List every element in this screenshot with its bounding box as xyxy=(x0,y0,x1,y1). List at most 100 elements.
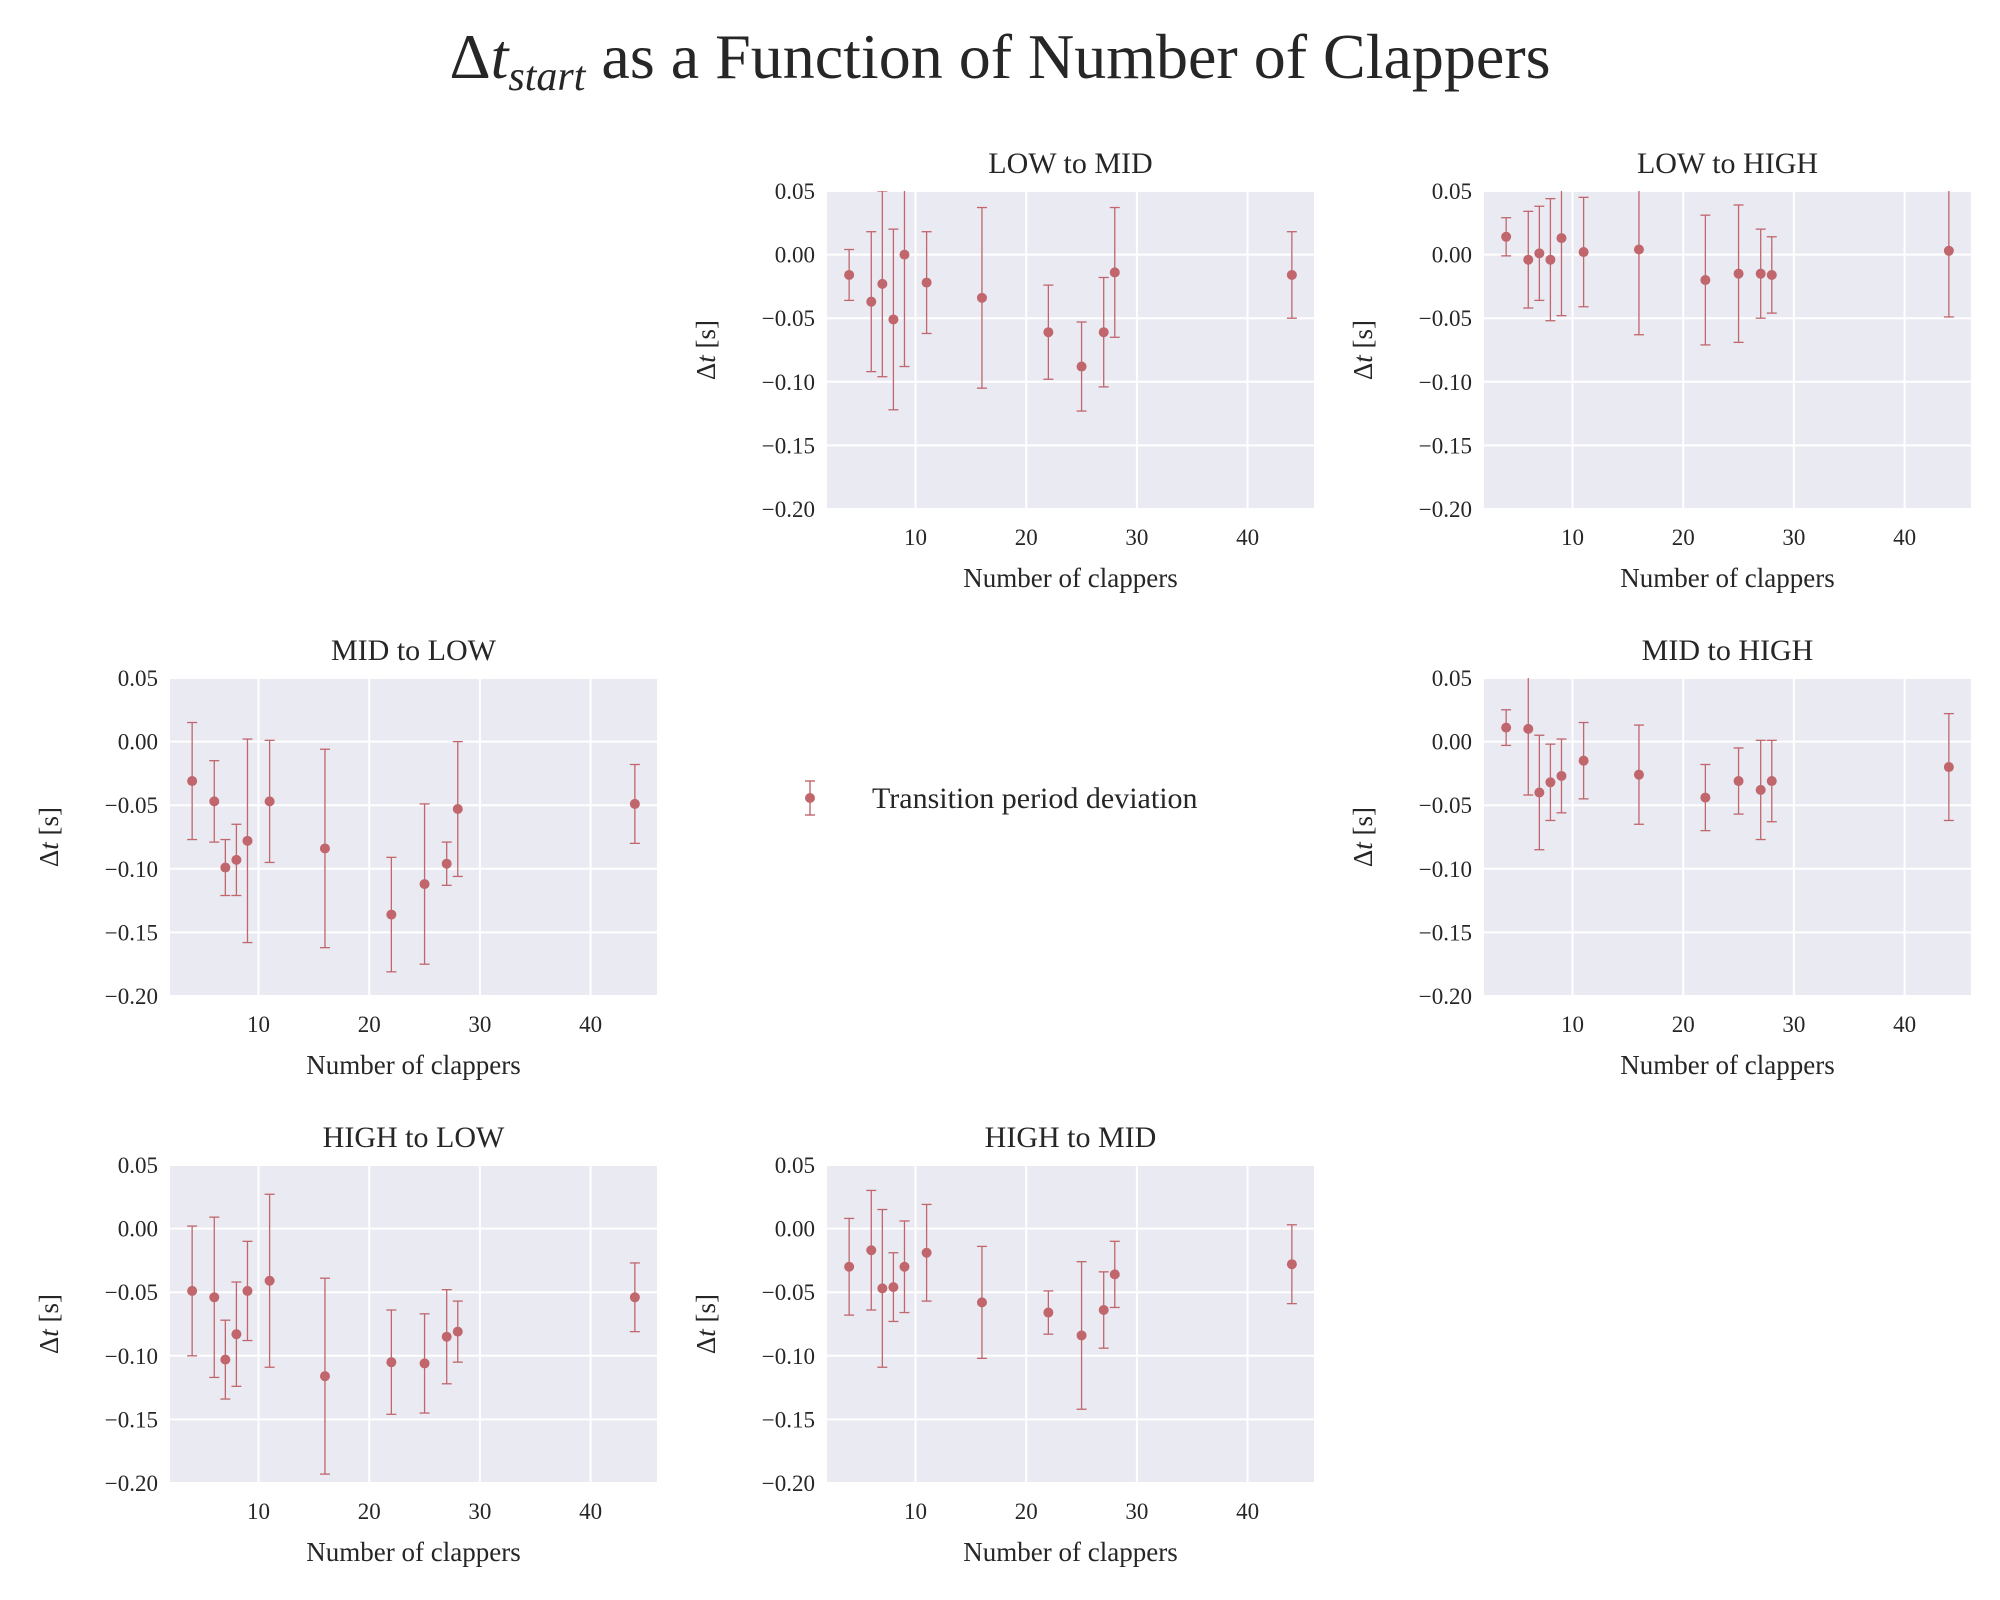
data-point xyxy=(452,1326,463,1337)
y-axis-label-var: t xyxy=(1348,841,1378,850)
data-point xyxy=(1733,776,1744,787)
data-point xyxy=(220,862,231,873)
y-axis-label: Δt [s] xyxy=(691,1294,721,1354)
y-tick-label: 0.05 xyxy=(1432,666,1472,691)
y-axis-label-unit: [s] xyxy=(691,320,721,355)
data-point xyxy=(1755,784,1766,795)
x-tick-label: 20 xyxy=(358,1499,381,1524)
y-tick-label: 0.05 xyxy=(118,666,158,691)
y-tick-label: −0.15 xyxy=(105,1407,158,1432)
data-point xyxy=(888,1282,899,1293)
y-axis-label-delta: Δ xyxy=(1348,363,1378,380)
x-axis-label: Number of clappers xyxy=(963,563,1177,593)
y-axis-label: Δt [s] xyxy=(34,807,64,867)
y-axis-label-var: t xyxy=(34,1328,64,1337)
y-tick-label: −0.20 xyxy=(105,1471,158,1496)
figure-title-var: t xyxy=(491,21,511,92)
subplot-mid-to-low: 10 20 30 40 0.05 0.00 −0.05 −0.10 −0.15 −0.20 MID … xyxy=(34,634,657,1080)
x-tick-label: 10 xyxy=(247,1012,270,1037)
legend-marker xyxy=(805,793,815,803)
x-tick-label: 10 xyxy=(1561,1012,1584,1037)
y-axis-label: Δt [s] xyxy=(691,320,721,380)
y-axis-label-unit: [s] xyxy=(34,1294,64,1329)
x-tick-label: 30 xyxy=(1782,1012,1805,1037)
y-axis-label: Δt [s] xyxy=(1348,320,1378,380)
x-tick-label: 20 xyxy=(1672,1012,1695,1037)
data-point xyxy=(1523,723,1534,734)
x-tick-label: 30 xyxy=(468,1499,491,1524)
data-layer xyxy=(1501,191,1954,346)
x-tick-label: 30 xyxy=(468,1012,491,1037)
data-layer xyxy=(844,1189,1297,1410)
y-axis-label-var: t xyxy=(34,841,64,850)
data-point xyxy=(452,804,463,815)
data-point xyxy=(1545,777,1556,788)
data-point xyxy=(386,1357,397,1368)
data-point xyxy=(1501,722,1512,733)
data-point xyxy=(1556,233,1567,244)
data-point xyxy=(1700,792,1711,803)
y-tick-label: −0.15 xyxy=(1419,920,1472,945)
y-tick-label: 0.00 xyxy=(118,1217,158,1242)
axes-background xyxy=(827,1165,1314,1483)
y-tick-label: −0.20 xyxy=(762,497,815,522)
data-point xyxy=(1043,327,1054,338)
data-point xyxy=(921,1247,932,1258)
y-tick-label: −0.05 xyxy=(1419,306,1472,331)
y-tick-label: −0.05 xyxy=(1419,793,1472,818)
data-point xyxy=(877,1283,888,1294)
subplot-title: LOW to MID xyxy=(988,147,1152,180)
y-tick-label: −0.20 xyxy=(1419,984,1472,1009)
data-point xyxy=(1109,267,1120,278)
y-axis-label-delta: Δ xyxy=(34,850,64,867)
x-tick-label: 40 xyxy=(579,1012,602,1037)
y-tick-label: −0.10 xyxy=(762,1344,815,1369)
data-point xyxy=(1098,327,1109,338)
subplot-low-to-mid: 10 20 30 40 0.05 0.00 −0.05 −0.10 −0.15 −0.20 LOW … xyxy=(691,147,1314,593)
subplot-low-to-high: 10 20 30 40 0.05 0.00 −0.05 −0.10 −0.15 −0.20 LOW … xyxy=(1348,147,1971,593)
data-point xyxy=(386,909,397,920)
data-point xyxy=(231,854,242,865)
subplot-high-to-low: 10 20 30 40 0.05 0.00 −0.05 −0.10 −0.15 −0.20 HIGH… xyxy=(34,1121,657,1567)
x-tick-label: 30 xyxy=(1782,525,1805,550)
x-tick-label: 10 xyxy=(247,1499,270,1524)
y-axis-label-var: t xyxy=(691,354,721,363)
data-point xyxy=(1755,268,1766,279)
y-axis-label-delta: Δ xyxy=(691,363,721,380)
x-axis-label: Number of clappers xyxy=(306,1537,520,1567)
x-tick-label: 30 xyxy=(1125,525,1148,550)
x-tick-label: 20 xyxy=(358,1012,381,1037)
data-point xyxy=(220,1354,231,1365)
legend-label: Transition period deviation xyxy=(872,782,1198,815)
x-tick-label: 40 xyxy=(1893,1012,1916,1037)
subplots: 10 20 30 40 0.05 0.00 −0.05 −0.10 −0.15 −0.20 LOW … xyxy=(34,147,1971,1567)
subplot-title: MID to LOW xyxy=(331,634,497,667)
figure-title: Δtstart as a Function of Number of Clapp… xyxy=(449,21,1550,100)
data-point xyxy=(844,1261,855,1272)
y-tick-label: −0.15 xyxy=(105,920,158,945)
y-tick-label: −0.15 xyxy=(1419,433,1472,458)
axes-background xyxy=(170,678,657,996)
figure-title-delta: Δ xyxy=(449,21,490,92)
y-axis-label-var: t xyxy=(1348,354,1378,363)
y-tick-label: 0.05 xyxy=(775,1153,815,1178)
data-layer xyxy=(1501,678,1954,851)
y-tick-label: −0.20 xyxy=(762,1471,815,1496)
y-tick-label: 0.00 xyxy=(1432,730,1472,755)
y-tick-label: −0.10 xyxy=(762,370,815,395)
data-point xyxy=(866,1245,877,1256)
data-point xyxy=(866,296,877,307)
x-tick-label: 30 xyxy=(1125,1499,1148,1524)
axes-background xyxy=(1484,678,1971,996)
y-axis-label: Δt [s] xyxy=(34,1294,64,1354)
data-point xyxy=(1545,254,1556,265)
y-tick-label: 0.00 xyxy=(775,243,815,268)
y-axis-label-unit: [s] xyxy=(1348,807,1378,842)
data-point xyxy=(877,278,888,289)
x-axis-label: Number of clappers xyxy=(963,1537,1177,1567)
data-point xyxy=(1766,269,1777,280)
data-point xyxy=(419,879,430,890)
data-point xyxy=(1578,247,1589,258)
x-axis-label: Number of clappers xyxy=(1620,1050,1834,1080)
y-tick-label: −0.05 xyxy=(762,306,815,331)
